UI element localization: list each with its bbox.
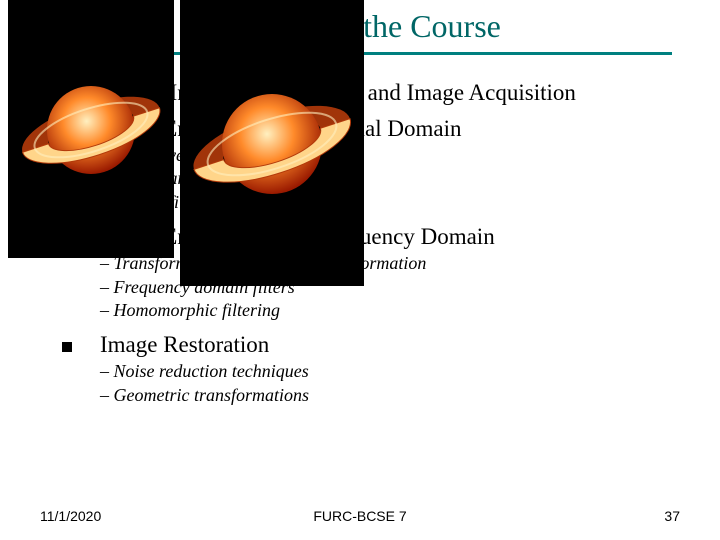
footer-page: 37 bbox=[664, 508, 680, 524]
sub-item: – Noise reduction techniques bbox=[100, 360, 720, 383]
sub-list: – Noise reduction techniques – Geometric… bbox=[100, 360, 720, 407]
topic-row: Image Restoration bbox=[0, 332, 720, 358]
sub-item: – Geometric transformations bbox=[100, 384, 720, 407]
topic-text: Image Restoration bbox=[100, 332, 269, 358]
saturn-icon bbox=[8, 0, 174, 258]
overlay-image bbox=[180, 0, 364, 286]
bullet-icon bbox=[62, 342, 72, 352]
overlay-image bbox=[8, 0, 174, 258]
footer-center: FURC-BCSE 7 bbox=[0, 508, 720, 524]
saturn-icon bbox=[180, 0, 364, 286]
slide: Content of the Course Digital Image Fund… bbox=[0, 0, 720, 540]
sub-item: – Homomorphic filtering bbox=[100, 299, 720, 322]
